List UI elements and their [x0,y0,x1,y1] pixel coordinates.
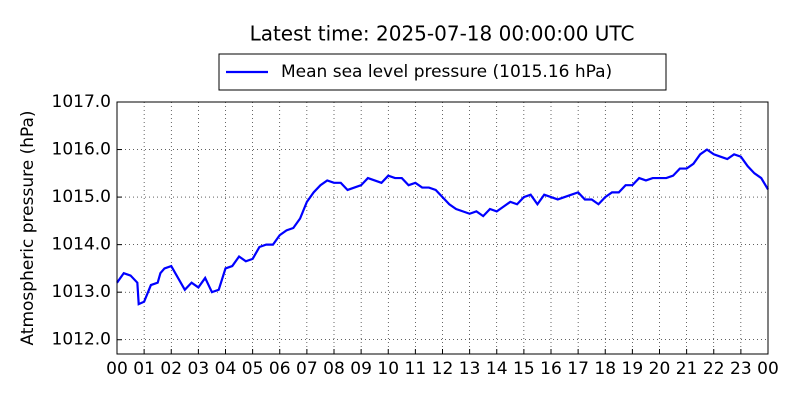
legend-box [218,53,667,91]
y-tick-label: 1015.0 [52,187,111,207]
x-tick-label: 19 [622,359,644,379]
chart-title: Latest time: 2025-07-18 00:00:00 UTC [250,22,635,46]
x-tick-label: 06 [269,359,291,379]
x-tick-label: 20 [649,359,671,379]
x-tick-label: 08 [323,359,345,379]
y-axis-label: Atmospheric pressure (hPa) [18,110,38,345]
x-tick-label: 01 [133,359,155,379]
x-tick-label: 23 [730,359,752,379]
x-tick-label: 09 [350,359,372,379]
y-tick-label: 1016.0 [52,140,111,160]
x-tick-label: 02 [160,359,182,379]
x-tick-label: 14 [486,359,508,379]
y-tick-label: 1014.0 [52,235,111,255]
x-tick-label: 22 [703,359,725,379]
y-tick-label: 1013.0 [52,282,111,302]
x-tick-label: 12 [432,359,454,379]
x-tick-label: 03 [188,359,210,379]
x-tick-label: 07 [296,359,318,379]
x-tick-label: 11 [405,359,427,379]
x-tick-label: 10 [377,359,399,379]
x-tick-label: 15 [513,359,535,379]
line [116,148,769,306]
legend-label: Mean sea level pressure (1015.16 hPa) [281,62,612,82]
y-tick-label: 1012.0 [52,330,111,350]
plot-frame [116,101,769,355]
x-tick-label: 00 [106,359,128,379]
x-tick-label: 13 [459,359,481,379]
x-tick-label: 04 [215,359,237,379]
y-tick-label: 1017.0 [52,92,111,112]
x-tick-label: 17 [567,359,589,379]
x-tick-label: 05 [242,359,264,379]
x-tick-label: 16 [540,359,562,379]
x-tick-label: 00 [757,359,779,379]
x-tick-label: 21 [676,359,698,379]
x-tick-label: 18 [594,359,616,379]
